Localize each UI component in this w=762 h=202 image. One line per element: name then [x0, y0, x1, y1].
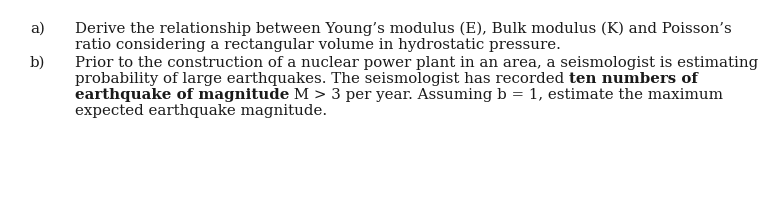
Text: b): b): [30, 56, 46, 70]
Text: a): a): [30, 22, 45, 36]
Text: ratio considering a rectangular volume in hydrostatic pressure.: ratio considering a rectangular volume i…: [75, 38, 561, 52]
Text: earthquake of magnitude: earthquake of magnitude: [75, 87, 290, 101]
Text: Prior to the construction of a nuclear power plant in an area, a seismologist is: Prior to the construction of a nuclear p…: [75, 56, 758, 70]
Text: Derive the relationship between Young’s modulus (E), Bulk modulus (K) and Poisso: Derive the relationship between Young’s …: [75, 22, 732, 36]
Text: M > 3 per year. Assuming b = 1, estimate the maximum: M > 3 per year. Assuming b = 1, estimate…: [290, 87, 723, 101]
Text: expected earthquake magnitude.: expected earthquake magnitude.: [75, 103, 327, 117]
Text: ten numbers of: ten numbers of: [569, 72, 698, 86]
Text: probability of large earthquakes. The seismologist has recorded: probability of large earthquakes. The se…: [75, 72, 569, 86]
